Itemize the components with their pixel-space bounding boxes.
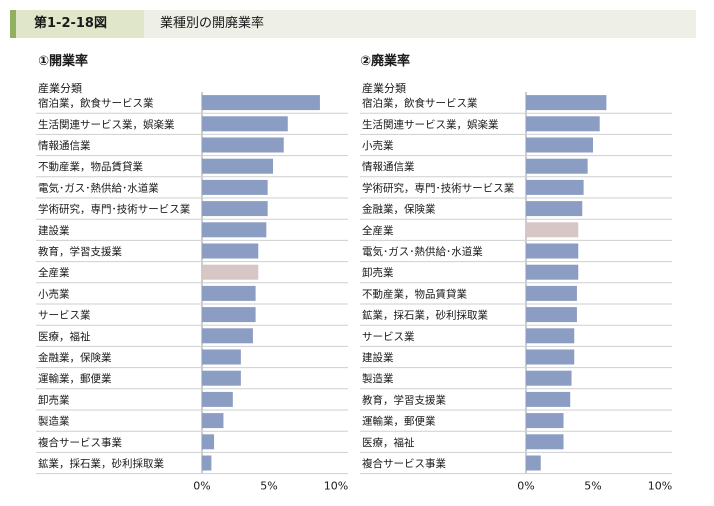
- opening-category-label: 複合サービス事業: [38, 436, 122, 449]
- opening-bar-0: [202, 95, 320, 111]
- closure-bar-1: [526, 116, 600, 132]
- closure-bar-14: [526, 391, 571, 407]
- category-header-right: 産業分類: [362, 82, 406, 95]
- category-header-left: 産業分類: [38, 82, 82, 95]
- opening-bar-14: [202, 391, 233, 407]
- opening-category-label: 宿泊業，飲食サービス業: [38, 97, 154, 110]
- closure-bar-0: [526, 95, 607, 111]
- opening-category-label: 教育，学習支援業: [38, 245, 122, 258]
- closure-bar-15: [526, 413, 564, 429]
- closure-bar-13: [526, 370, 572, 386]
- figure-title: 業種別の開廃業率: [160, 16, 265, 31]
- panel-title-opening-rate: ①開業率: [38, 54, 89, 69]
- opening-bar-16: [202, 434, 215, 450]
- header-accent: [10, 10, 16, 38]
- closure-category-label: 卸売業: [362, 266, 394, 279]
- opening-category-label: 全産業: [38, 266, 70, 279]
- closure-bar-9: [526, 285, 577, 301]
- opening-category-label: 情報通信業: [38, 139, 91, 152]
- opening-bar-6: [202, 222, 267, 238]
- closure-bar-16: [526, 434, 564, 450]
- opening-bar-7: [202, 243, 259, 259]
- opening-tick-label: 5%: [260, 480, 277, 493]
- opening-category-label: サービス業: [38, 309, 91, 322]
- closure-category-label: 宿泊業，飲食サービス業: [362, 97, 478, 110]
- closure-bar-5: [526, 201, 583, 217]
- closure-bar-8: [526, 264, 579, 280]
- opening-bar-13: [202, 370, 241, 386]
- opening-category-label: 運輸業，郵便業: [38, 372, 112, 385]
- figure-number: 第1-2-18図: [16, 10, 144, 38]
- opening-category-label: 小売業: [38, 287, 70, 300]
- opening-bar-1: [202, 116, 288, 132]
- opening-category-label: 学術研究，専門･技術サービス業: [38, 203, 191, 216]
- closure-category-label: 医療，福祉: [362, 436, 415, 449]
- closure-bar-2: [526, 137, 593, 153]
- opening-bar-15: [202, 413, 224, 429]
- opening-bar-12: [202, 349, 241, 365]
- opening-bar-17: [202, 455, 212, 471]
- closure-category-label: 鉱業，採石業，砂利採取業: [362, 309, 488, 322]
- closure-category-label: 金融業，保険業: [362, 203, 436, 216]
- closure-category-label: 学術研究，専門･技術サービス業: [362, 181, 515, 194]
- closure-category-label: 電気･ガス･熱供給･水道業: [362, 245, 483, 258]
- closure-category-label: 全産業: [362, 224, 394, 237]
- closure-category-label: 情報通信業: [362, 160, 415, 173]
- closure-category-label: 複合サービス事業: [362, 457, 446, 470]
- closure-bar-7: [526, 243, 579, 259]
- closure-category-label: 生活関連サービス業，娯楽業: [362, 118, 499, 131]
- opening-category-label: 鉱業，採石業，砂利採取業: [38, 457, 164, 470]
- closure-category-label: サービス業: [362, 330, 415, 343]
- closure-category-label: 製造業: [362, 372, 394, 385]
- closure-bar-4: [526, 179, 584, 195]
- opening-bar-8: [202, 264, 259, 280]
- closure-bar-11: [526, 328, 575, 344]
- opening-category-label: 医療，福祉: [38, 330, 91, 343]
- closure-category-label: 建設業: [362, 351, 394, 364]
- opening-category-label: 電気･ガス･熱供給･水道業: [38, 181, 159, 194]
- closure-bar-12: [526, 349, 575, 365]
- opening-bar-11: [202, 328, 253, 344]
- closure-category-label: 教育，学習支援業: [362, 393, 446, 406]
- opening-category-label: 卸売業: [38, 393, 70, 406]
- opening-category-label: 不動産業，物品賃貸業: [38, 160, 143, 173]
- closure-tick-label: 0%: [517, 480, 534, 493]
- figure-header: 第1-2-18図 業種別の開廃業率: [10, 10, 696, 38]
- closure-tick-label: 5%: [584, 480, 601, 493]
- opening-category-label: 建設業: [38, 224, 70, 237]
- opening-bar-2: [202, 137, 284, 153]
- opening-bar-4: [202, 179, 268, 195]
- closure-tick-label: 10%: [648, 480, 672, 493]
- opening-bar-10: [202, 307, 256, 323]
- opening-bar-3: [202, 158, 274, 174]
- closure-category-label: 不動産業，物品賃貸業: [362, 287, 467, 300]
- closure-bar-17: [526, 455, 541, 471]
- closure-bar-3: [526, 158, 588, 174]
- opening-bar-5: [202, 201, 268, 217]
- closure-bar-6: [526, 222, 579, 238]
- opening-tick-label: 10%: [324, 480, 348, 493]
- opening-category-label: 金融業，保険業: [38, 351, 112, 364]
- closure-category-label: 運輸業，郵便業: [362, 415, 436, 428]
- closure-bar-10: [526, 307, 577, 323]
- opening-category-label: 生活関連サービス業，娯楽業: [38, 118, 175, 131]
- opening-category-label: 製造業: [38, 415, 70, 428]
- opening-tick-label: 0%: [193, 480, 210, 493]
- panel-title-closure-rate: ②廃業率: [360, 54, 411, 69]
- closure-category-label: 小売業: [362, 139, 394, 152]
- opening-bar-9: [202, 285, 256, 301]
